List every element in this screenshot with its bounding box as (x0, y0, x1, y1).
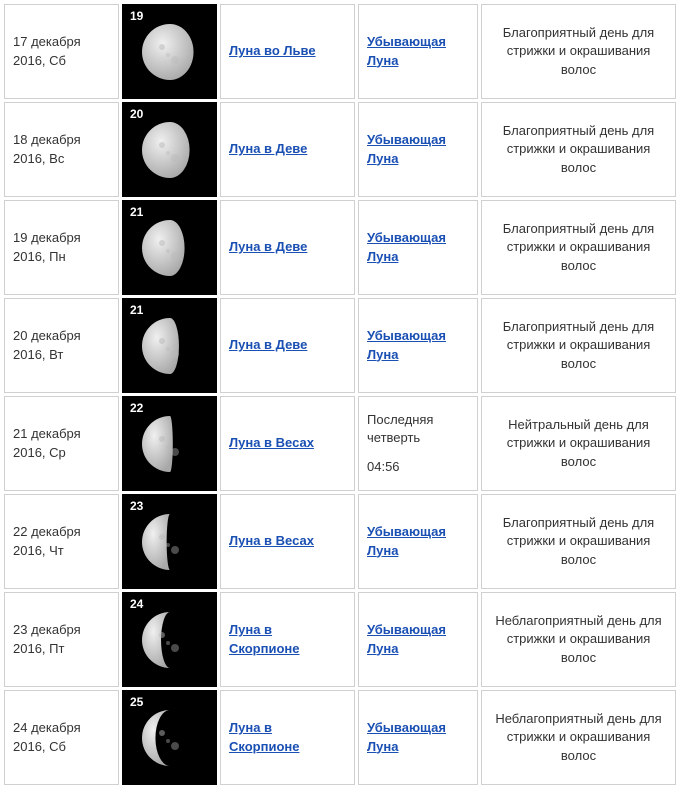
description-cell: Благоприятный день для стрижки и окрашив… (481, 298, 676, 393)
zodiac-sign-link[interactable]: Луна в Весах (229, 532, 314, 550)
zodiac-sign-link[interactable]: Луна во Льве (229, 42, 316, 60)
moon-phase-link[interactable]: Убывающая Луна (367, 327, 469, 363)
zodiac-sign-cell: Луна в Скорпионе (220, 592, 355, 687)
date-text: 18 декабря 2016, Вс (13, 131, 110, 167)
description-cell: Благоприятный день для стрижки и окрашив… (481, 102, 676, 197)
table-row: 23 декабря 2016, Пт 24 Луна в Скорпионе Уб… (4, 592, 691, 687)
phase-cell: Убывающая Луна (358, 298, 478, 393)
zodiac-sign-link[interactable]: Луна в Деве (229, 238, 307, 256)
zodiac-sign-cell: Луна во Льве (220, 4, 355, 99)
description-cell: Неблагоприятный день для стрижки и окраш… (481, 690, 676, 785)
description-cell: Нейтральный день для стрижки и окрашиван… (481, 396, 676, 491)
phase-cell: Убывающая Луна (358, 102, 478, 197)
date-text: 22 декабря 2016, Чт (13, 523, 110, 559)
phase-cell: Последняя четверть 04:56 (358, 396, 478, 491)
date-text: 23 декабря 2016, Пт (13, 621, 110, 657)
lunar-day-number: 23 (130, 498, 143, 515)
zodiac-sign-link[interactable]: Луна в Скорпионе (229, 621, 346, 657)
moon-phase-link[interactable]: Убывающая Луна (367, 621, 469, 657)
lunar-day-number: 19 (130, 8, 143, 25)
moon-phase-link[interactable]: Убывающая Луна (367, 229, 469, 265)
date-cell: 24 декабря 2016, Сб (4, 690, 119, 785)
haircut-advice: Нейтральный день для стрижки и окрашиван… (490, 416, 667, 471)
moon-phase-icon: 23 (122, 494, 217, 589)
table-row: 24 декабря 2016, Сб 25 Луна в Скорпионе Уб… (4, 690, 691, 785)
date-cell: 21 декабря 2016, Ср (4, 396, 119, 491)
date-cell: 20 декабря 2016, Вт (4, 298, 119, 393)
haircut-advice: Благоприятный день для стрижки и окрашив… (490, 24, 667, 79)
moon-cell: 23 (122, 494, 217, 589)
description-cell: Благоприятный день для стрижки и окрашив… (481, 494, 676, 589)
moon-cell: 24 (122, 592, 217, 687)
phase-cell: Убывающая Луна (358, 200, 478, 295)
moon-cell: 22 (122, 396, 217, 491)
moon-phase-link[interactable]: Убывающая Луна (367, 33, 469, 69)
lunar-day-number: 21 (130, 204, 143, 221)
haircut-advice: Благоприятный день для стрижки и окрашив… (490, 514, 667, 569)
description-cell: Благоприятный день для стрижки и окрашив… (481, 4, 676, 99)
moon-phase-link[interactable]: Убывающая Луна (367, 131, 469, 167)
lunar-calendar-table: 17 декабря 2016, Сб 19 Луна во Льве Убываю… (4, 4, 691, 785)
date-cell: 17 декабря 2016, Сб (4, 4, 119, 99)
table-row: 18 декабря 2016, Вс 20 Луна в Деве Убывающ… (4, 102, 691, 197)
moon-cell: 21 (122, 200, 217, 295)
phase-name: Последняя четверть (367, 411, 469, 447)
zodiac-sign-link[interactable]: Луна в Деве (229, 140, 307, 158)
phase-cell: Убывающая Луна (358, 4, 478, 99)
lunar-day-number: 24 (130, 596, 143, 613)
lunar-day-number: 25 (130, 694, 143, 711)
phase-info: Последняя четверть 04:56 (367, 411, 469, 476)
date-cell: 19 декабря 2016, Пн (4, 200, 119, 295)
zodiac-sign-link[interactable]: Луна в Скорпионе (229, 719, 346, 755)
description-cell: Благоприятный день для стрижки и окрашив… (481, 200, 676, 295)
phase-cell: Убывающая Луна (358, 690, 478, 785)
zodiac-sign-cell: Луна в Деве (220, 200, 355, 295)
date-text: 19 декабря 2016, Пн (13, 229, 110, 265)
moon-cell: 21 (122, 298, 217, 393)
date-cell: 22 декабря 2016, Чт (4, 494, 119, 589)
date-text: 20 декабря 2016, Вт (13, 327, 110, 363)
moon-phase-icon: 20 (122, 102, 217, 197)
haircut-advice: Неблагоприятный день для стрижки и окраш… (490, 710, 667, 765)
phase-cell: Убывающая Луна (358, 592, 478, 687)
lunar-day-number: 21 (130, 302, 143, 319)
zodiac-sign-cell: Луна в Деве (220, 102, 355, 197)
moon-cell: 25 (122, 690, 217, 785)
date-cell: 18 декабря 2016, Вс (4, 102, 119, 197)
table-row: 22 декабря 2016, Чт 23 Луна в Весах Убываю… (4, 494, 691, 589)
zodiac-sign-cell: Луна в Весах (220, 396, 355, 491)
phase-time: 04:56 (367, 458, 469, 476)
moon-phase-icon: 25 (122, 690, 217, 785)
date-text: 21 декабря 2016, Ср (13, 425, 110, 461)
date-text: 24 декабря 2016, Сб (13, 719, 110, 755)
zodiac-sign-link[interactable]: Луна в Весах (229, 434, 314, 452)
moon-cell: 19 (122, 4, 217, 99)
lunar-day-number: 20 (130, 106, 143, 123)
moon-phase-icon: 21 (122, 200, 217, 295)
moon-phase-icon: 21 (122, 298, 217, 393)
date-text: 17 декабря 2016, Сб (13, 33, 110, 69)
table-row: 19 декабря 2016, Пн 21 Луна в Деве Убывающ… (4, 200, 691, 295)
haircut-advice: Благоприятный день для стрижки и окрашив… (490, 318, 667, 373)
table-row: 21 декабря 2016, Ср 22 Луна в Весах Послед… (4, 396, 691, 491)
zodiac-sign-link[interactable]: Луна в Деве (229, 336, 307, 354)
zodiac-sign-cell: Луна в Весах (220, 494, 355, 589)
moon-cell: 20 (122, 102, 217, 197)
description-cell: Неблагоприятный день для стрижки и окраш… (481, 592, 676, 687)
haircut-advice: Благоприятный день для стрижки и окрашив… (490, 122, 667, 177)
zodiac-sign-cell: Луна в Деве (220, 298, 355, 393)
moon-phase-icon: 22 (122, 396, 217, 491)
moon-phase-icon: 24 (122, 592, 217, 687)
table-row: 17 декабря 2016, Сб 19 Луна во Льве Убываю… (4, 4, 691, 99)
date-cell: 23 декабря 2016, Пт (4, 592, 119, 687)
table-row: 20 декабря 2016, Вт 21 Луна в Деве Убывающ… (4, 298, 691, 393)
haircut-advice: Благоприятный день для стрижки и окрашив… (490, 220, 667, 275)
moon-phase-link[interactable]: Убывающая Луна (367, 719, 469, 755)
moon-phase-link[interactable]: Убывающая Луна (367, 523, 469, 559)
moon-phase-icon: 19 (122, 4, 217, 99)
haircut-advice: Неблагоприятный день для стрижки и окраш… (490, 612, 667, 667)
lunar-day-number: 22 (130, 400, 143, 417)
zodiac-sign-cell: Луна в Скорпионе (220, 690, 355, 785)
phase-cell: Убывающая Луна (358, 494, 478, 589)
